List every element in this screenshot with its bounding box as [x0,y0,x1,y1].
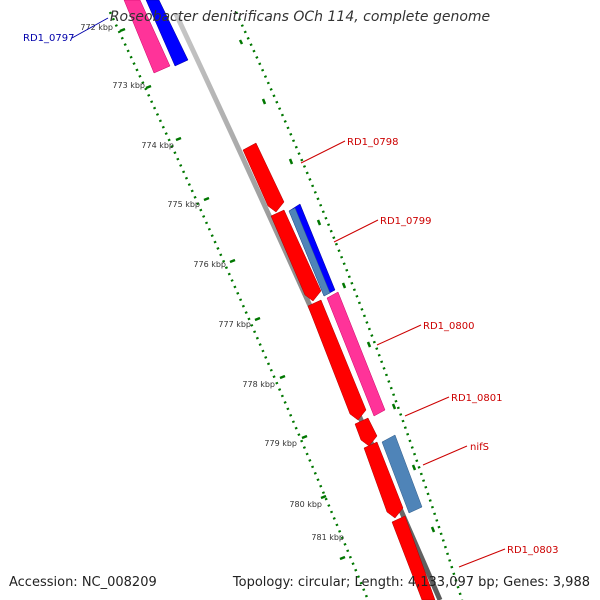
gene-features [123,0,436,600]
gene-feature-red-2[interactable] [270,209,322,302]
gene-label-rd1-0803[interactable]: RD1_0803 [507,545,558,556]
tick-label: 777 kbp [218,320,251,329]
gene-feature-rd1-0798[interactable] [242,142,285,213]
genome-backbone [173,12,443,600]
gene-labels: RD1_0797 RD1_0798 RD1_0799 RD1_0800 RD1_… [23,33,558,556]
tick-label: 774 kbp [141,141,174,150]
tick-marks [119,27,346,561]
tick-label: 773 kbp [112,81,145,90]
gene-feature-nifs[interactable] [381,434,423,514]
gene-label-rd1-0797[interactable]: RD1_0797 [23,33,74,44]
tick-label: 780 kbp [289,500,322,509]
tick-labels: 772 kbp 773 kbp 774 kbp 775 kbp 776 kbp … [80,23,344,542]
outer-ring-dashes [238,39,436,533]
gene-feature-red-5[interactable] [363,441,404,519]
gene-label-rd1-0798[interactable]: RD1_0798 [347,137,398,148]
tick-label: 779 kbp [264,439,297,448]
gene-label-rd1-0800[interactable]: RD1_0800 [423,321,474,332]
inner-dotted-ring [108,11,370,600]
gene-feature-pink-top[interactable] [123,0,171,74]
genome-stats-text: Topology: circular; Length: 4,133,097 bp… [232,575,590,590]
gene-feature-red-6[interactable] [391,515,436,600]
gene-label-rd1-0801[interactable]: RD1_0801 [451,393,502,404]
genome-title: Roseobacter denitrificans OCh 114, compl… [109,9,491,25]
gene-label-rd1-0799[interactable]: RD1_0799 [380,216,431,227]
tick-label: 781 kbp [311,533,344,542]
outer-dotted-ring [234,11,464,600]
tick-label: 778 kbp [242,380,275,389]
callout-lines [71,17,506,568]
accession-text: Accession: NC_008209 [9,575,157,590]
tick-label: 775 kbp [167,200,200,209]
gene-feature-red-4[interactable] [354,417,378,447]
gene-feature-blue-top[interactable] [145,0,189,67]
gene-label-nifs[interactable]: nifS [470,442,489,453]
gene-feature-rd1-0799-steel[interactable] [288,207,331,297]
tick-label: 772 kbp [80,23,113,32]
gene-feature-rd1-0800[interactable] [326,291,386,417]
gene-feature-red-3[interactable] [307,299,367,421]
tick-label: 776 kbp [193,260,226,269]
